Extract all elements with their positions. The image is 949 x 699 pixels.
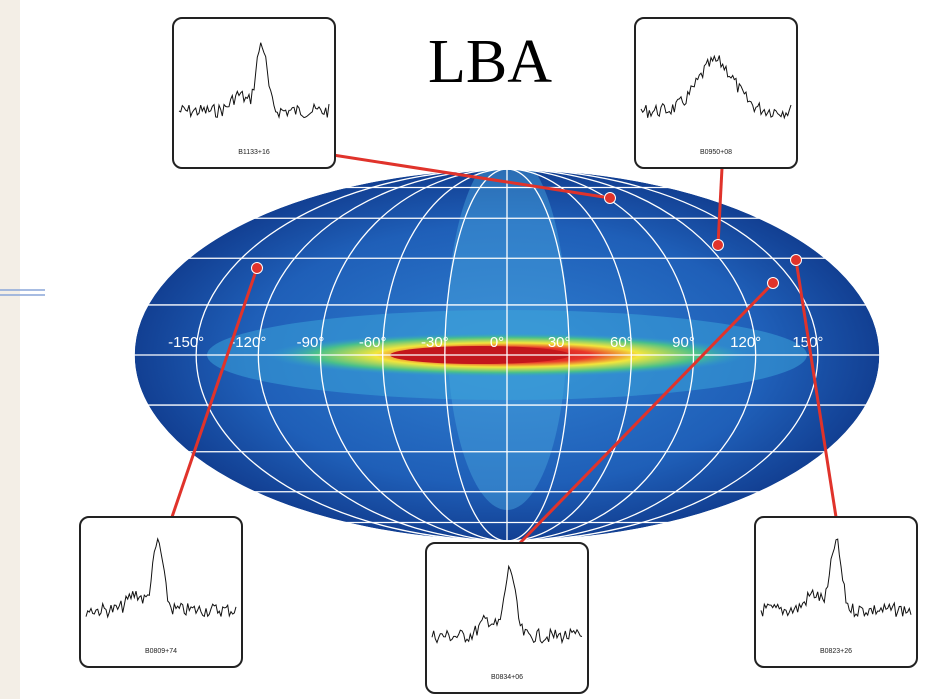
- longitude-label: 90°: [672, 334, 695, 351]
- pulsar-dot: [713, 240, 724, 251]
- spectrum-panel: [635, 18, 797, 168]
- longitude-label: 60°: [610, 334, 633, 351]
- panel-label: B0809+74: [145, 648, 177, 655]
- pulsar-dot: [605, 193, 616, 204]
- longitude-label: -90°: [297, 334, 325, 351]
- longitude-label: 120°: [730, 334, 761, 351]
- longitude-label: -120°: [230, 334, 266, 351]
- pulsar-dot: [791, 255, 802, 266]
- longitude-label: 30°: [548, 334, 571, 351]
- spectrum-panel: [80, 517, 242, 667]
- longitude-label: -60°: [359, 334, 387, 351]
- longitude-label: -30°: [421, 334, 449, 351]
- figure: LBA -150° -120° -90° -60° -30° 0° 30° 60° 90° 120…: [0, 0, 949, 699]
- panel-label: B0823+26: [820, 648, 852, 655]
- panel-label: B0834+06: [491, 674, 523, 681]
- panel-label: B0950+08: [700, 149, 732, 156]
- title: LBA: [428, 28, 552, 96]
- spectrum-panel: [426, 543, 588, 693]
- pulsar-dot: [252, 263, 263, 274]
- spectrum-panel: [173, 18, 335, 168]
- panel-label: B1133+16: [238, 149, 270, 156]
- longitude-label: 0°: [490, 334, 504, 351]
- page: {"title": "LBA", "longitude_labels": ["-…: [0, 0, 949, 699]
- pulsar-dot: [768, 278, 779, 289]
- longitude-label: -150°: [168, 334, 204, 351]
